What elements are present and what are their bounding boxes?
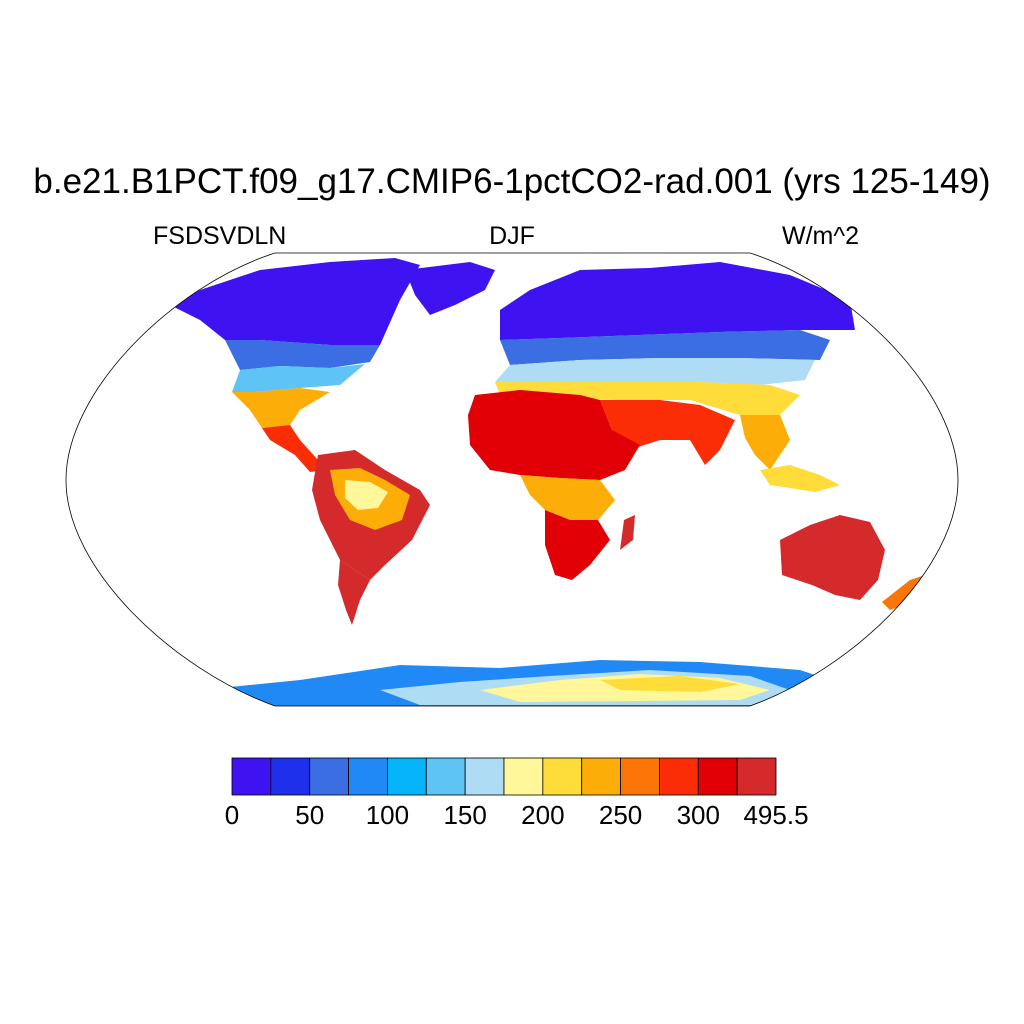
arabia-india xyxy=(600,400,735,465)
colorbar-box xyxy=(425,757,466,796)
amazon-core xyxy=(345,480,388,510)
colorbar-tick-label: 200 xyxy=(521,800,565,830)
north-america-mid xyxy=(225,340,380,370)
southern-africa xyxy=(545,510,610,580)
north-america-south xyxy=(232,388,330,428)
central-america xyxy=(262,425,325,472)
colorbar-tick-label: 50 xyxy=(295,800,325,830)
colorbar-box xyxy=(503,757,544,796)
colorbar-box xyxy=(387,757,427,796)
colorbar-box xyxy=(309,757,349,796)
north-africa xyxy=(468,390,640,480)
colorbar-box xyxy=(231,757,272,796)
colorbar-box xyxy=(620,757,660,796)
greenland xyxy=(405,262,495,315)
map-border xyxy=(65,252,959,707)
antarctica-plateau xyxy=(600,676,740,692)
colorbar-tick-label: 495.5 xyxy=(743,800,809,830)
south-america-south xyxy=(338,560,370,625)
variable-label: FSDSVDLN xyxy=(153,222,287,250)
central-africa xyxy=(520,475,615,520)
colorbar-tick-label: 250 xyxy=(598,800,643,830)
eurasia-south-mid xyxy=(495,358,815,385)
colorbar-box xyxy=(697,757,738,796)
colorbar-tick-label: 300 xyxy=(676,800,720,830)
colorbar-tick-label: 150 xyxy=(443,800,487,830)
north-america-arctic xyxy=(170,258,420,345)
eurasia-mid xyxy=(500,330,830,365)
north-america-south-mid xyxy=(232,364,365,392)
colorbar-box xyxy=(542,757,583,796)
season-label: DJF xyxy=(489,222,535,250)
eurasia-south xyxy=(495,382,800,415)
plot-title: b.e21.B1PCT.f09_g17.CMIP6-1pctCO2-rad.00… xyxy=(33,162,991,201)
colorbar-box xyxy=(736,757,777,796)
colorbar-box xyxy=(464,757,505,796)
colorbar-box xyxy=(659,757,699,796)
australia xyxy=(780,515,885,600)
southeast-asia xyxy=(740,415,790,470)
indonesia xyxy=(760,465,840,492)
colorbar-tick-label: 100 xyxy=(365,800,410,830)
colorbar-box xyxy=(581,757,621,796)
land-fill xyxy=(170,258,925,706)
colorbar-tick-label: 0 xyxy=(224,800,240,830)
colorbar-box xyxy=(270,757,311,796)
eurasia-arctic xyxy=(500,262,855,340)
units-label: W/m^2 xyxy=(782,222,860,250)
colorbar-box xyxy=(348,757,388,796)
madagascar xyxy=(620,515,635,550)
